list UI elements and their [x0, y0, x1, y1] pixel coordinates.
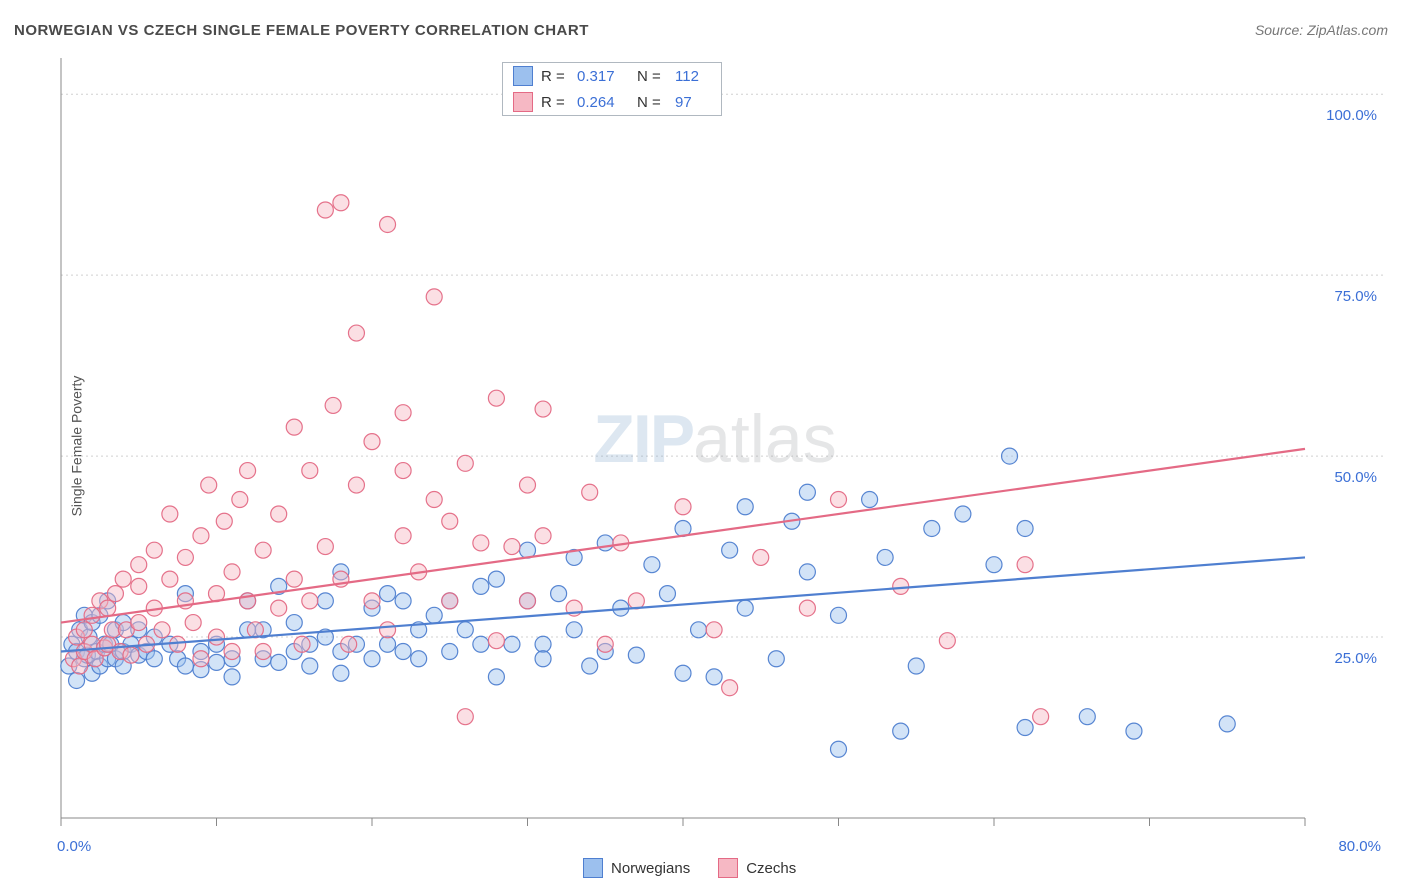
stats-row: R = 0.264 N = 97	[503, 89, 721, 115]
stat-n-value: 112	[675, 68, 711, 85]
stat-n-label: N =	[637, 94, 667, 111]
stat-r-value: 0.317	[577, 68, 629, 85]
stat-r-label: R =	[541, 94, 569, 111]
stat-r-label: R =	[541, 68, 569, 85]
svg-text:50.0%: 50.0%	[1334, 469, 1377, 486]
series-swatch	[513, 66, 533, 86]
x-axis-max-label: 80.0%	[1338, 838, 1381, 855]
stats-legend-box: R = 0.317 N = 112 R = 0.264 N = 97	[502, 62, 722, 116]
stat-n-label: N =	[637, 68, 667, 85]
svg-text:100.0%: 100.0%	[1326, 107, 1377, 124]
stats-row: R = 0.317 N = 112	[503, 63, 721, 89]
legend-series-label: Norwegians	[611, 860, 690, 877]
series-swatch	[513, 92, 533, 112]
stat-n-value: 97	[675, 94, 711, 111]
chart-title: NORWEGIAN VS CZECH SINGLE FEMALE POVERTY…	[14, 22, 589, 39]
legend-swatch	[583, 858, 603, 878]
svg-text:25.0%: 25.0%	[1334, 650, 1377, 667]
plot-area: 25.0%50.0%75.0%100.0% ZIPatlas R =0.317N…	[45, 58, 1385, 836]
legend-series-label: Czechs	[746, 860, 796, 877]
stat-r-value: 0.264	[577, 94, 629, 111]
x-axis-min-label: 0.0%	[57, 838, 91, 855]
chart-root: NORWEGIAN VS CZECH SINGLE FEMALE POVERTY…	[0, 0, 1406, 892]
bottom-legend: Norwegians Czechs	[583, 858, 816, 878]
source-label: Source: ZipAtlas.com	[1255, 22, 1388, 38]
svg-text:75.0%: 75.0%	[1334, 288, 1377, 305]
scatter-svg: 25.0% 50.0% 75.0% 100.0%	[45, 58, 1385, 836]
legend-swatch	[718, 858, 738, 878]
